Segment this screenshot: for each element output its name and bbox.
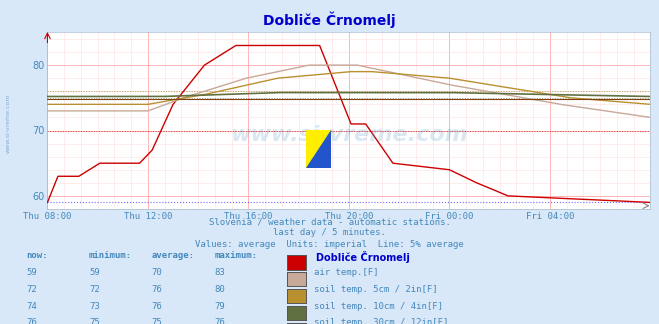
Text: 83: 83 (214, 268, 225, 277)
Text: 75: 75 (152, 318, 162, 324)
Text: 74: 74 (26, 302, 37, 311)
Polygon shape (306, 130, 331, 168)
Text: 75: 75 (89, 318, 100, 324)
Text: minimum:: minimum: (89, 251, 132, 260)
Text: 80: 80 (214, 285, 225, 294)
Text: www.si-vreme.com: www.si-vreme.com (230, 125, 468, 145)
Text: 59: 59 (26, 268, 37, 277)
Text: 76: 76 (152, 302, 162, 311)
Text: 73: 73 (89, 302, 100, 311)
Text: 72: 72 (89, 285, 100, 294)
Text: Values: average  Units: imperial  Line: 5% average: Values: average Units: imperial Line: 5%… (195, 240, 464, 249)
Text: soil temp. 10cm / 4in[F]: soil temp. 10cm / 4in[F] (314, 302, 444, 311)
Text: www.si-vreme.com: www.si-vreme.com (5, 93, 11, 153)
Text: 79: 79 (214, 302, 225, 311)
Text: last day / 5 minutes.: last day / 5 minutes. (273, 228, 386, 237)
Text: 72: 72 (26, 285, 37, 294)
Text: 70: 70 (152, 268, 162, 277)
Text: 76: 76 (152, 285, 162, 294)
Text: Slovenia / weather data - automatic stations.: Slovenia / weather data - automatic stat… (208, 217, 451, 226)
Text: 59: 59 (89, 268, 100, 277)
Text: soil temp. 5cm / 2in[F]: soil temp. 5cm / 2in[F] (314, 285, 438, 294)
Text: average:: average: (152, 251, 194, 260)
Text: air temp.[F]: air temp.[F] (314, 268, 379, 277)
Text: soil temp. 30cm / 12in[F]: soil temp. 30cm / 12in[F] (314, 318, 449, 324)
Text: 76: 76 (26, 318, 37, 324)
Text: Dobliče Črnomelj: Dobliče Črnomelj (263, 11, 396, 28)
Text: maximum:: maximum: (214, 251, 257, 260)
Text: 76: 76 (214, 318, 225, 324)
Text: now:: now: (26, 251, 48, 260)
Text: Dobliče Črnomelj: Dobliče Črnomelj (316, 251, 410, 263)
